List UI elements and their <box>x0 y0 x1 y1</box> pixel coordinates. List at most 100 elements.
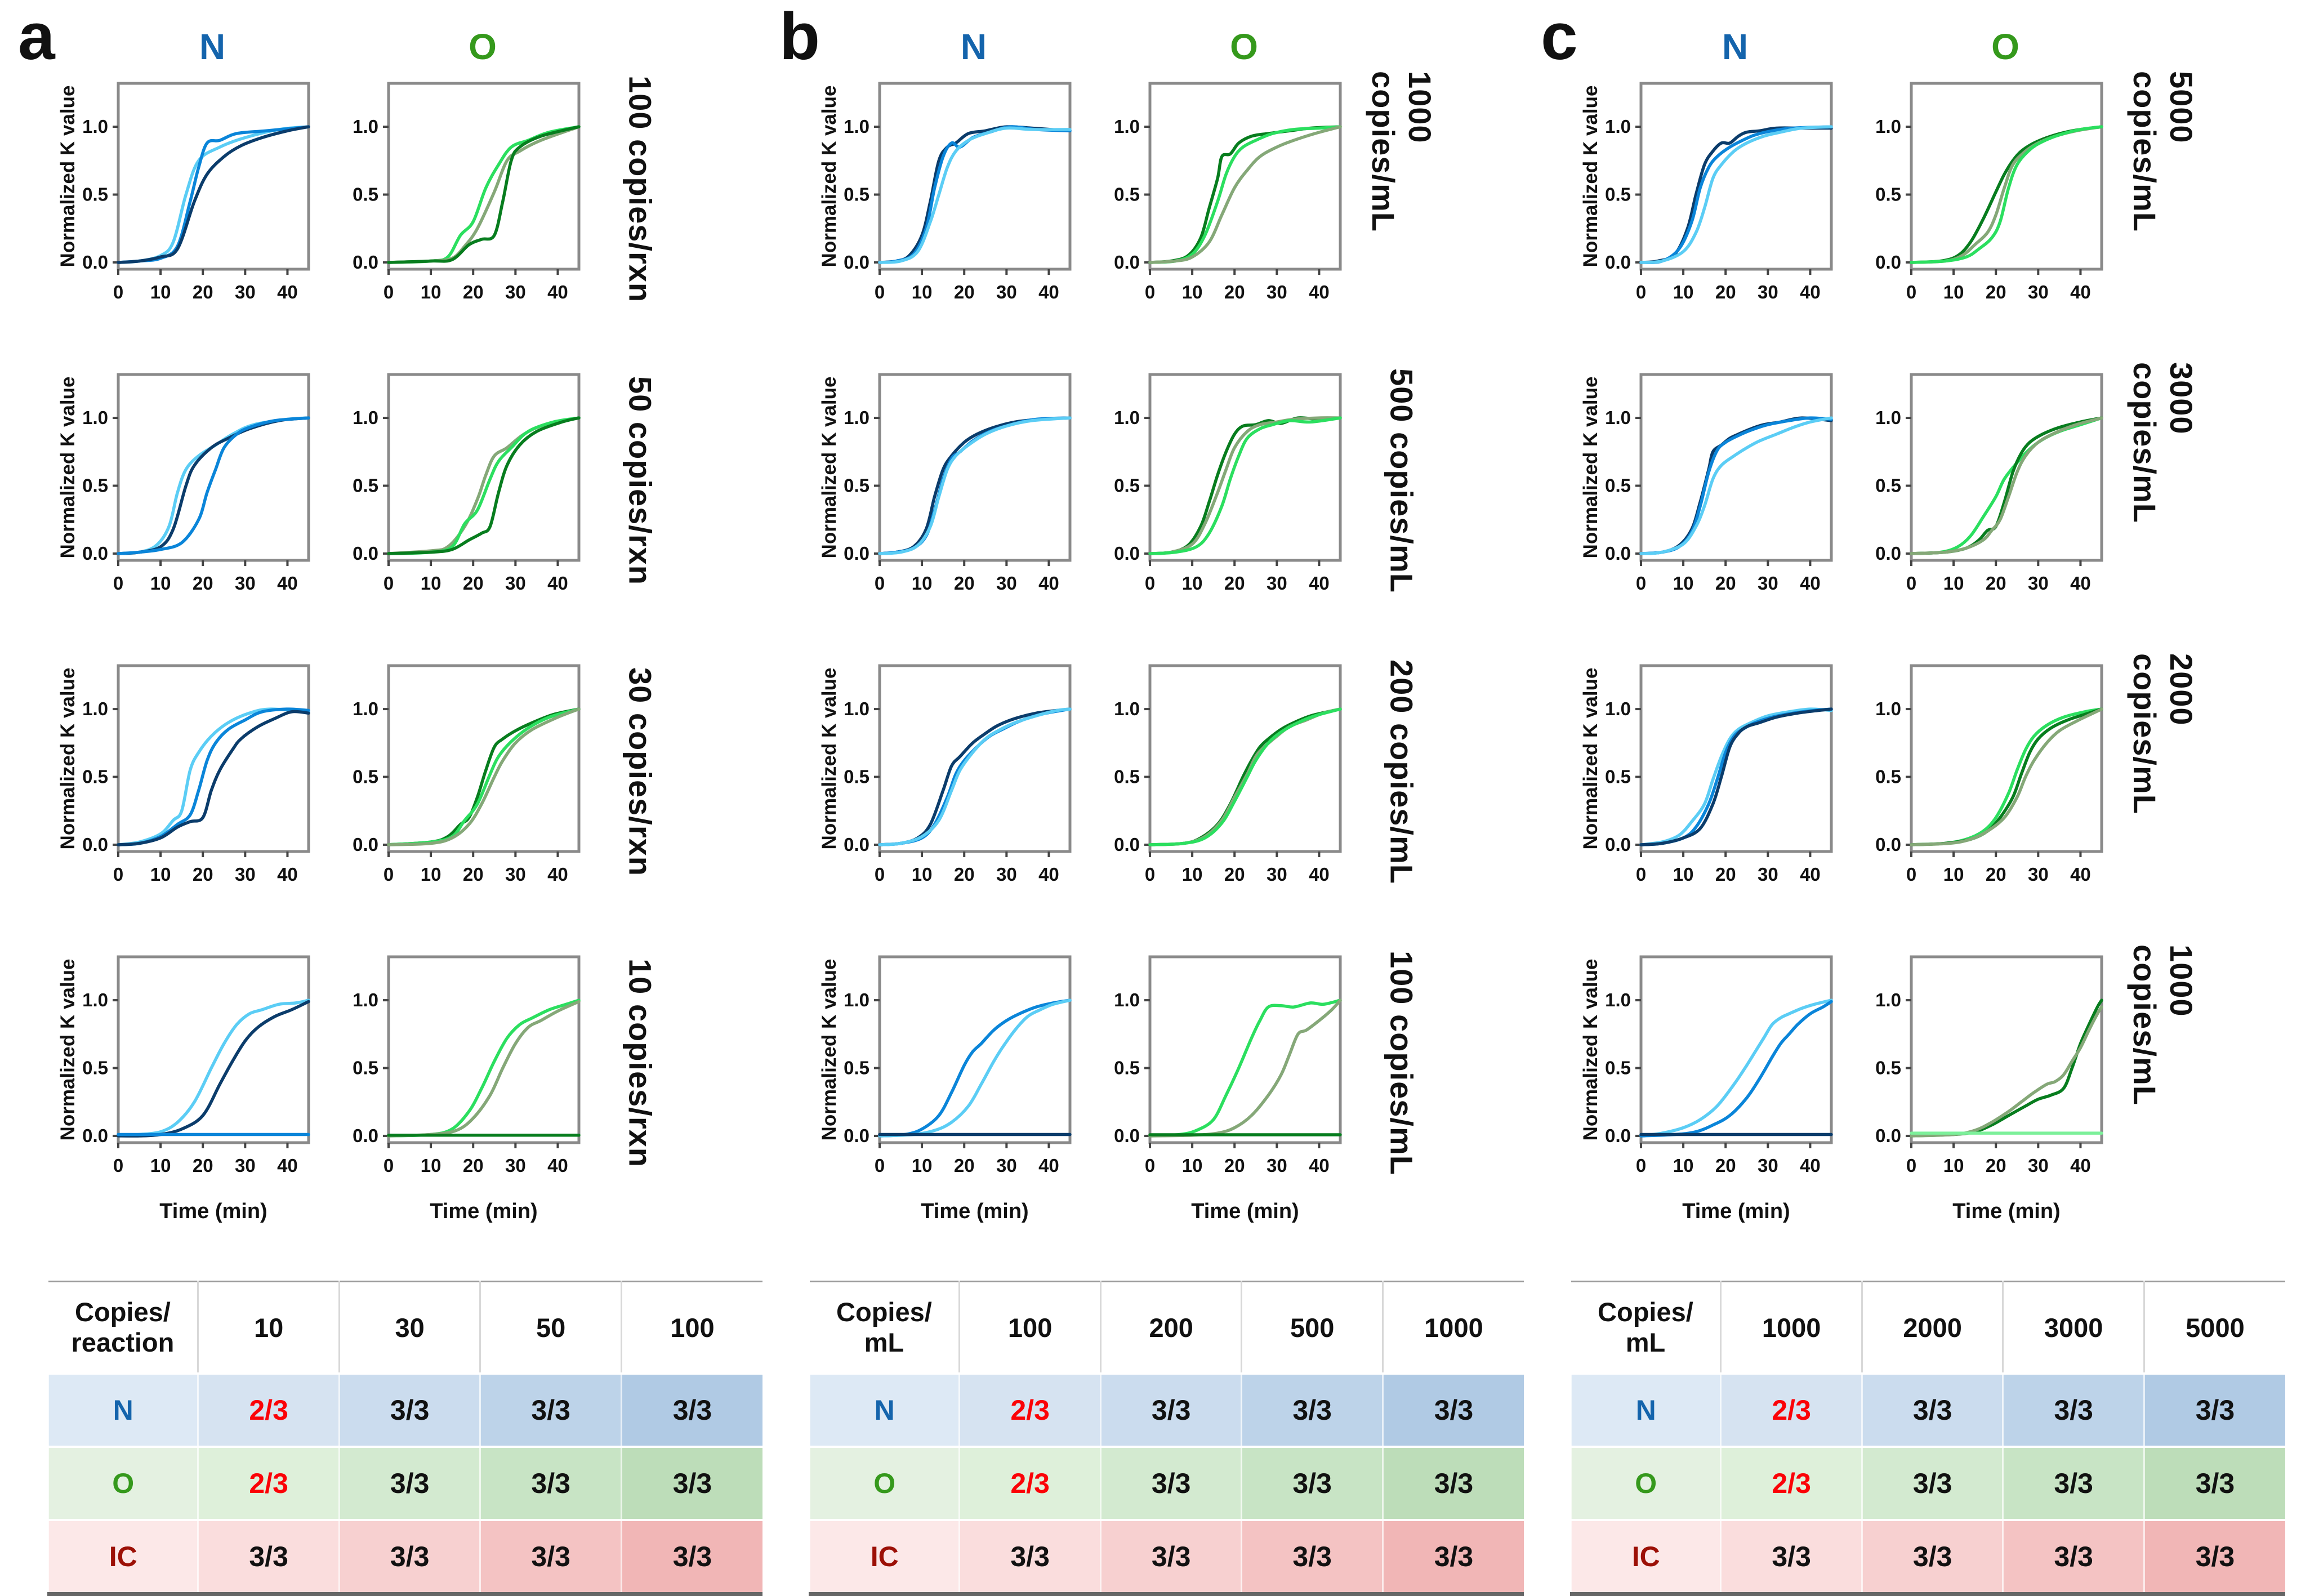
x-tick-label: 30 <box>1267 282 1287 302</box>
y-tick-label: 1.0 <box>844 989 869 1010</box>
table-cell: 3/3 <box>2002 1519 2144 1594</box>
y-tick-label: 0.0 <box>1114 1125 1140 1146</box>
series-green_bright <box>1148 998 1342 1138</box>
y-tick-label: 0.5 <box>1875 184 1901 205</box>
table-cell: 3/3 <box>1381 1446 1524 1521</box>
x-tick-label: 0 <box>384 864 394 885</box>
x-tick-label: 40 <box>277 573 298 594</box>
panel-a: a N O 0.0 0.5 1.0 0 10 20 30 40 Normalized K value 0… <box>8 3 769 1596</box>
x-tick-label: 0 <box>113 282 123 302</box>
series-green_olive <box>1148 707 1342 846</box>
x-tick-label: 40 <box>547 573 568 594</box>
series-blue_light <box>117 416 310 555</box>
table-header-copies: Copies/reaction <box>48 1281 198 1374</box>
x-tick-label: 30 <box>505 573 526 594</box>
table-cell: 2/3 <box>197 1446 340 1521</box>
series-green_olive <box>1910 707 2103 846</box>
x-tick-label: 0 <box>875 1155 885 1176</box>
series-blue_light <box>1639 707 1833 846</box>
chart-cell: 0.0 0.5 1.0 0 10 20 30 40 Time (min) <box>1850 944 2121 1229</box>
chart-c-3000-copies-mL-O: 0.0 0.5 1.0 0 10 20 30 40 <box>1875 373 2103 594</box>
y-tick-label: 0.0 <box>82 1125 108 1146</box>
y-axis-label: Normalized K value <box>819 86 840 268</box>
table-header-col: 500 <box>1241 1281 1383 1374</box>
results-table-c: Copies/mL 1000 2000 3000 5000 N 2/3 3/3 3/3 3/3 O 2… <box>1569 1281 2285 1596</box>
table-cell: 3/3 <box>338 1372 480 1447</box>
x-tick-label: 20 <box>954 282 975 302</box>
y-tick-label: 1.0 <box>1114 698 1140 719</box>
y-axis-label: Normalized K value <box>819 377 840 559</box>
series-blue_dark <box>117 710 310 846</box>
row-label-N: N <box>808 1372 960 1447</box>
plot-border <box>1148 955 1342 1144</box>
x-tick-label: 20 <box>1986 282 2006 302</box>
x-tick-label: 10 <box>421 573 442 594</box>
x-tick-label: 0 <box>1636 573 1646 594</box>
y-tick-label: 0.0 <box>82 834 108 855</box>
x-tick-label: 40 <box>1309 573 1330 594</box>
x-tick-label: 30 <box>505 1155 526 1176</box>
y-tick-label: 0.0 <box>353 252 378 273</box>
table-cell: 3/3 <box>1241 1446 1383 1521</box>
x-tick-label: 40 <box>1309 1155 1330 1176</box>
x-tick-label: 20 <box>463 573 484 594</box>
x-tick-label: 30 <box>1758 1155 1778 1176</box>
column-title-N: N <box>960 26 987 67</box>
y-axis-label: Normalized K value <box>57 959 79 1141</box>
x-tick-label: 0 <box>875 864 885 885</box>
series-blue_mid <box>117 416 310 555</box>
y-axis-label: Normalized K value <box>1580 86 1602 268</box>
column-title-N: N <box>1722 26 1749 67</box>
chart-cell: 0.0 0.5 1.0 0 10 20 30 40 <box>1089 362 1359 613</box>
x-tick-label: 10 <box>912 864 933 885</box>
chart-a-30-copies-rxn-O: 0.0 0.5 1.0 0 10 20 30 40 <box>353 664 581 885</box>
series-blue_mid <box>878 125 1072 264</box>
table-header-col: 2000 <box>1861 1281 2003 1374</box>
x-tick-label: 30 <box>2028 282 2049 302</box>
table-cell: 3/3 <box>2002 1446 2144 1521</box>
x-tick-label: 30 <box>2028 1155 2049 1176</box>
chart-b-200-copies-mL-O: 0.0 0.5 1.0 0 10 20 30 40 <box>1114 664 1342 885</box>
x-tick-label: 0 <box>1906 573 1916 594</box>
series-green_dark <box>1148 416 1342 555</box>
series-blue_mid <box>878 707 1072 846</box>
table-header-row: Copies/reaction 10 30 50 100 <box>48 1281 762 1374</box>
table-cell: 2/3 <box>958 1372 1101 1447</box>
x-tick-label: 40 <box>1800 864 1821 885</box>
y-tick-label: 0.0 <box>1114 834 1140 855</box>
x-tick-label: 0 <box>1906 1155 1916 1176</box>
chart-grid-c: 0.0 0.5 1.0 0 10 20 30 40 Normalized K value 0.0 0… <box>1580 71 2292 1229</box>
chart-a-10-copies-rxn-O: 0.0 0.5 1.0 0 10 20 30 40 Time (min) <box>353 955 581 1223</box>
y-axis-label: Normalized K value <box>1580 377 1602 559</box>
column-title-O: O <box>1991 26 2019 67</box>
plot-border <box>117 664 310 853</box>
chart-cell: 0.0 0.5 1.0 0 10 20 30 40 Normalized K value Time… <box>57 944 328 1229</box>
table-cell: 3/3 <box>1861 1372 2003 1447</box>
x-tick-label: 10 <box>1182 573 1203 594</box>
table-row-O: O 2/3 3/3 3/3 3/3 <box>47 1446 762 1521</box>
y-axis-label: Normalized K value <box>819 668 840 850</box>
y-tick-label: 1.0 <box>1605 989 1631 1010</box>
x-tick-label: 30 <box>505 864 526 885</box>
series-blue_dark <box>117 1000 310 1138</box>
x-tick-label: 0 <box>1145 282 1155 302</box>
row-label-N: N <box>47 1372 198 1447</box>
x-tick-label: 0 <box>1906 282 1916 302</box>
table-header-col: 200 <box>1099 1281 1242 1374</box>
chart-cell: 0.0 0.5 1.0 0 10 20 30 40 <box>1089 653 1359 904</box>
y-tick-label: 0.0 <box>844 834 869 855</box>
x-tick-label: 40 <box>547 1155 568 1176</box>
chart-cell: 0.0 0.5 1.0 0 10 20 30 40 Time (min) <box>328 944 598 1229</box>
x-tick-label: 20 <box>1986 1155 2006 1176</box>
plot-border <box>387 373 581 562</box>
series-green_dark <box>387 707 581 846</box>
y-tick-label: 0.5 <box>353 766 378 787</box>
column-title-O: O <box>469 26 497 67</box>
chart-c-2000-copies-mL-N: 0.0 0.5 1.0 0 10 20 30 40 Normalized K value <box>1580 664 1833 885</box>
plot-border <box>1148 373 1342 562</box>
table-header-col: 3000 <box>2002 1281 2144 1374</box>
plot-border <box>1910 373 2103 562</box>
x-axis-label: Time (min) <box>159 1200 267 1223</box>
series-green_olive <box>387 1000 581 1138</box>
x-tick-label: 10 <box>1943 282 1964 302</box>
